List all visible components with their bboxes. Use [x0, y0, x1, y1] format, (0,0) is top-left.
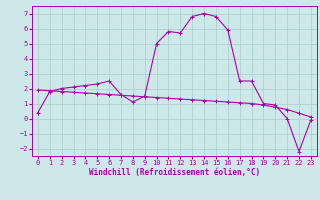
X-axis label: Windchill (Refroidissement éolien,°C): Windchill (Refroidissement éolien,°C) [89, 168, 260, 177]
